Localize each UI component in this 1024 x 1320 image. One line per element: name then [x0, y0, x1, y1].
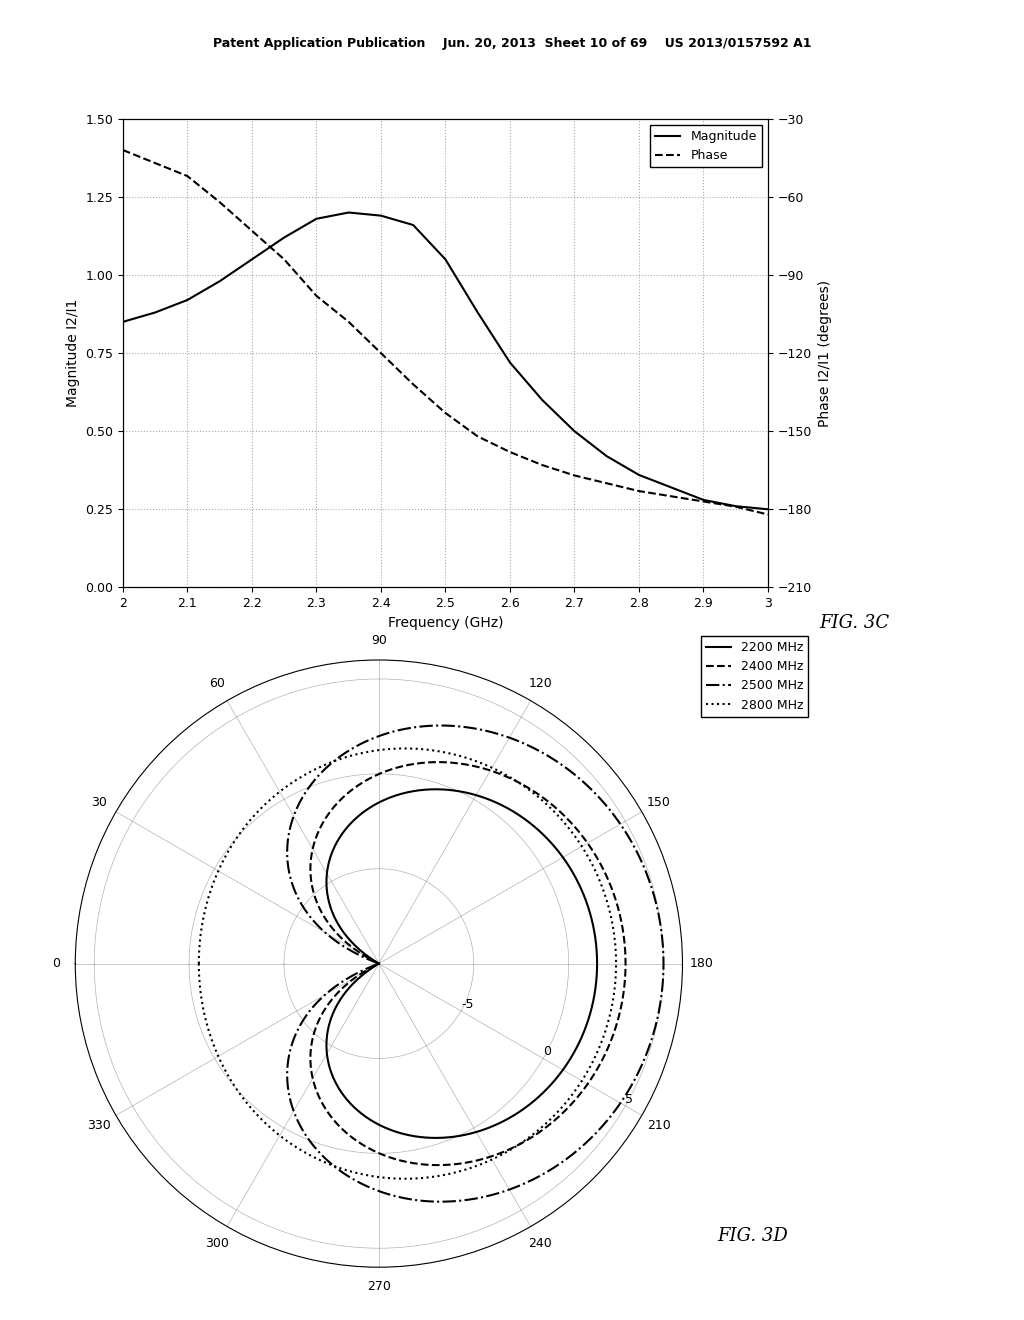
Phase: [342, 314, 355, 330]
Phase: [439, 405, 452, 421]
Phase: [407, 376, 420, 392]
Magnitude: [504, 355, 516, 371]
Magnitude: [310, 211, 323, 227]
Magnitude: [697, 492, 710, 508]
Phase: [600, 475, 612, 491]
Magnitude: [148, 305, 161, 321]
Magnitude: [117, 314, 129, 330]
Magnitude: [762, 502, 774, 517]
Legend: Magnitude, Phase: Magnitude, Phase: [650, 125, 762, 168]
Line: Magnitude: Magnitude: [123, 213, 768, 510]
Text: FIG. 3C: FIG. 3C: [819, 614, 889, 632]
Magnitude: [278, 230, 290, 246]
Y-axis label: Magnitude I2/I1: Magnitude I2/I1: [66, 298, 80, 408]
Magnitude: [439, 251, 452, 267]
Magnitude: [213, 273, 225, 289]
Phase: [504, 444, 516, 459]
Phase: [375, 346, 387, 362]
Magnitude: [181, 292, 194, 308]
Magnitude: [633, 467, 645, 483]
Line: Phase: Phase: [123, 150, 768, 515]
X-axis label: Frequency (GHz): Frequency (GHz): [388, 615, 503, 630]
Phase: [536, 457, 548, 473]
Y-axis label: Phase I2/I1 (degrees): Phase I2/I1 (degrees): [817, 280, 831, 426]
Phase: [666, 488, 678, 504]
Magnitude: [600, 449, 612, 465]
Phase: [310, 288, 323, 304]
Magnitude: [666, 479, 678, 495]
Magnitude: [471, 305, 483, 321]
Magnitude: [246, 251, 258, 267]
Text: FIG. 3D: FIG. 3D: [717, 1226, 787, 1245]
Magnitude: [407, 216, 420, 232]
Magnitude: [536, 392, 548, 408]
Text: Patent Application Publication    Jun. 20, 2013  Sheet 10 of 69    US 2013/01575: Patent Application Publication Jun. 20, …: [213, 37, 811, 50]
Phase: [246, 223, 258, 239]
Magnitude: [729, 498, 741, 513]
Phase: [697, 494, 710, 510]
Phase: [729, 499, 741, 515]
Magnitude: [568, 424, 581, 440]
Magnitude: [375, 207, 387, 223]
Phase: [213, 194, 225, 210]
Phase: [117, 143, 129, 158]
Phase: [181, 168, 194, 183]
Phase: [278, 251, 290, 267]
Phase: [148, 156, 161, 172]
Phase: [568, 467, 581, 483]
Phase: [471, 429, 483, 445]
Phase: [762, 507, 774, 523]
Phase: [633, 483, 645, 499]
Magnitude: [342, 205, 355, 220]
Legend: 2200 MHz, 2400 MHz, 2500 MHz, 2800 MHz: 2200 MHz, 2400 MHz, 2500 MHz, 2800 MHz: [700, 636, 808, 717]
